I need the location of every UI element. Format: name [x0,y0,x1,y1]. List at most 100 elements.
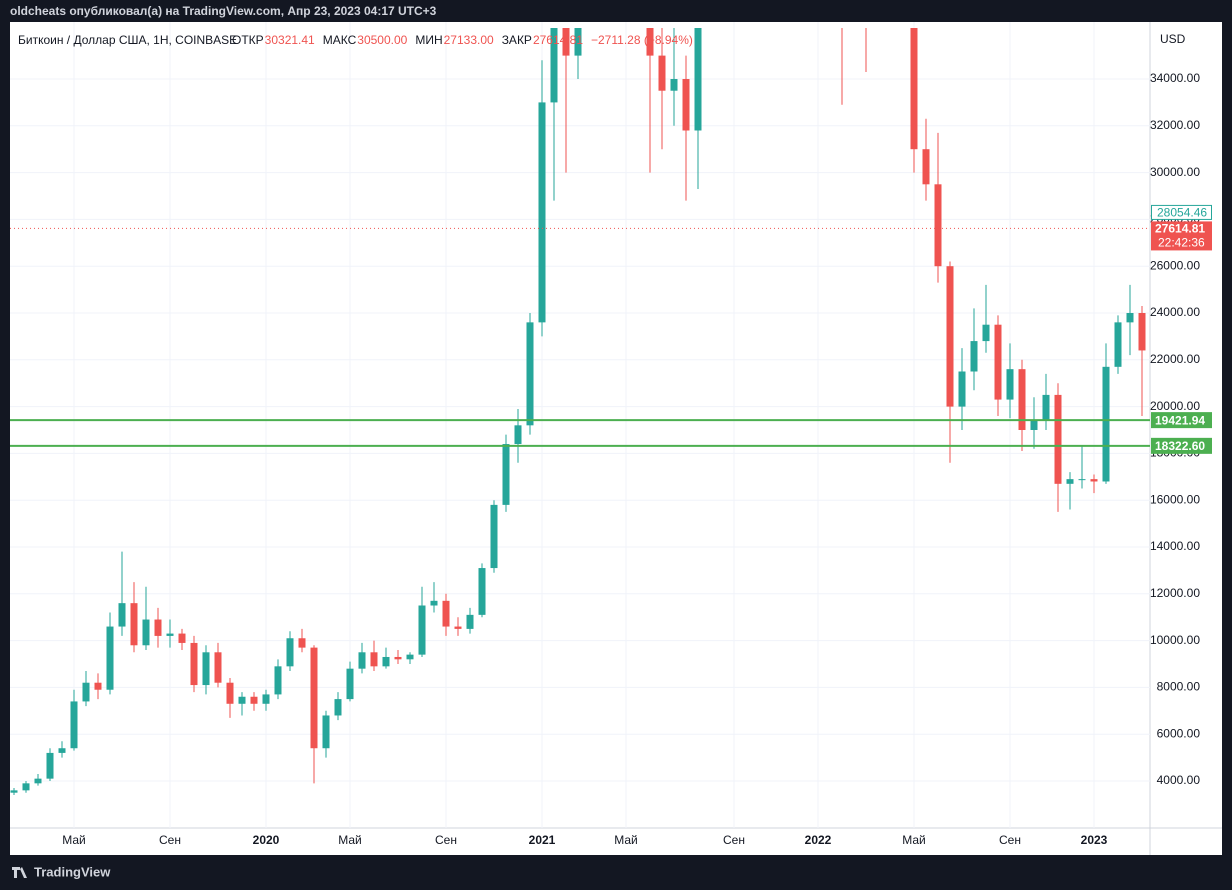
y-tick-label: 6000.00 [1157,726,1201,740]
candle-body [1030,420,1038,431]
x-tick-label: Сен [435,833,457,847]
candle-body [946,266,954,407]
candle-body [10,790,18,793]
candle-body [682,79,690,131]
candle-body [178,633,186,643]
candle-body [46,752,54,779]
x-tick-label: 2023 [1081,833,1108,847]
logo[interactable]: TradingView [34,864,111,879]
candle-body [1018,369,1026,431]
candle-body [478,568,486,615]
candle-body [958,371,966,407]
candle-body [1102,366,1110,482]
y-tick-label: 8000.00 [1157,680,1201,694]
candle-body [226,682,234,704]
candle-body [310,647,318,749]
candle-body [238,696,246,704]
candle-body [394,656,402,660]
currency: USD [1160,32,1186,46]
candle-body [1090,479,1098,482]
candle-body [382,656,390,667]
candle-body [286,638,294,667]
y-tick-label: 30000.00 [1150,165,1200,179]
y-tick-label: 10000.00 [1150,633,1200,647]
candle-body [334,699,342,716]
candle-body [538,102,546,323]
y-tick-label: 34000.00 [1150,71,1200,85]
ohlc-value: 30500.00 [357,33,407,47]
y-tick-label: 16000.00 [1150,492,1200,506]
candle-body [694,28,702,131]
y-tick-label: 4000.00 [1157,773,1201,787]
last-price-badge [1151,221,1212,251]
candle-body [574,28,582,56]
candle-body [922,149,930,185]
y-tick-label: 22000.00 [1150,352,1200,366]
y-tick-label: 12000.00 [1150,586,1200,600]
candle-body [142,619,150,646]
candle-body [370,652,378,667]
candle-body [322,715,330,749]
ohlc-value: 27614.81 [533,33,583,47]
candle-body [1054,394,1062,484]
candle-body [658,55,666,91]
candle-body [1066,479,1074,484]
candle-body [454,626,462,629]
candle-body [490,504,498,569]
candle-body [670,79,678,91]
candle-body [154,619,162,636]
candles [10,28,1146,796]
candle-body [982,324,990,342]
candle-body [502,444,510,505]
candle-body [442,600,450,627]
logo-icon [12,867,27,878]
candle-body [514,425,522,445]
candle-body [118,603,126,627]
candle-body [1006,369,1014,400]
candle-body [994,324,1002,400]
marker-label: 28054.46 [1157,206,1207,220]
level-badge [1151,412,1212,429]
y-tick-label: 20000.00 [1150,399,1200,413]
x-tick-label: 2021 [529,833,556,847]
x-tick-label: Май [614,833,638,847]
candle-body [22,783,30,791]
x-tick-label: Май [902,833,926,847]
candle-body [1126,313,1134,323]
chart-panel [10,22,1222,855]
x-tick-label: Сен [159,833,181,847]
ohlc-label: МИН [415,33,442,47]
y-tick-label: 24000.00 [1150,305,1200,319]
candle-body [970,341,978,372]
x-tick-label: 2020 [253,833,280,847]
candle-body [106,626,114,690]
last-price-label: 27614.81 [1155,222,1205,236]
candle-body [250,696,258,704]
candle-body [562,28,570,56]
candle-body [202,652,210,686]
candle-body [274,666,282,695]
candle-body [214,652,222,683]
candle-body [1114,322,1122,367]
x-tick-label: Май [62,833,86,847]
change: −2711.28 (−8.94%) [591,33,693,47]
level-badge [1151,437,1212,454]
publisher: oldcheats опубликовал(а) на TradingView.… [10,4,437,18]
candle-body [34,778,42,784]
ohlc-label: МАКС [323,33,357,47]
candle-body [1078,479,1086,481]
y-tick-label: 26000.00 [1150,258,1200,272]
grid [10,22,1150,828]
level-label: 19421.94 [1155,413,1205,427]
candle-body [418,605,426,655]
x-tick-label: Сен [999,833,1021,847]
marker-badge [1151,204,1212,220]
candle-body [82,682,90,702]
candle-body [526,322,534,426]
candle-body [550,28,558,103]
y-tick-label: 32000.00 [1150,118,1200,132]
candle-body [910,28,918,150]
ohlc-label: ЗАКР [502,33,532,47]
